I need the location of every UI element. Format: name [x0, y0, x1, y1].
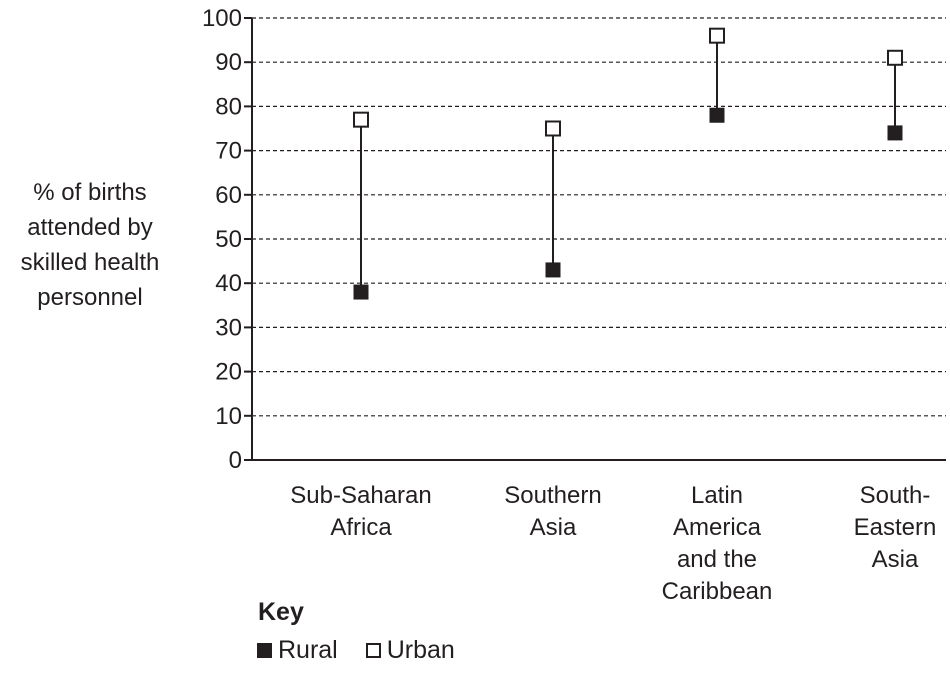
y-tick-label: 100 — [202, 5, 242, 32]
legend-item-rural: Rural — [257, 636, 338, 665]
legend: Rural Urban — [257, 636, 455, 665]
y-tick-label: 90 — [215, 49, 242, 76]
y-tick-label: 30 — [215, 314, 242, 341]
rural-point — [353, 284, 369, 300]
rural-point — [545, 262, 561, 278]
y-tick-label: 80 — [215, 93, 242, 120]
rural-point — [709, 107, 725, 123]
legend-title: Key — [258, 598, 304, 626]
y-tick-label: 50 — [215, 226, 242, 253]
urban-point — [545, 120, 561, 137]
open-square-icon — [365, 643, 381, 658]
y-tick-label: 0 — [229, 447, 242, 474]
filled-square-icon — [257, 643, 272, 658]
legend-label-urban: Urban — [386, 636, 455, 664]
x-tick-label: Latin America and the Caribbean — [662, 482, 773, 605]
legend-label-rural: Rural — [278, 636, 338, 664]
y-axis-label-line: skilled health — [20, 249, 160, 276]
legend-item-urban: Urban — [365, 636, 455, 665]
rural-point — [887, 125, 903, 141]
x-tick-label: South-Eastern Asia — [854, 482, 937, 573]
y-axis-label-line: attended by — [27, 214, 153, 241]
y-tick-label: 10 — [215, 403, 242, 430]
urban-point — [887, 49, 903, 66]
x-tick-label: Sub-Saharan Africa — [290, 482, 431, 541]
urban-point — [353, 111, 369, 128]
y-tick-label: 20 — [215, 359, 242, 386]
y-axis-label: % of births attended by skilled health p… — [0, 175, 180, 315]
y-tick-label: 60 — [215, 182, 242, 209]
x-tick-label: Southern Asia — [504, 482, 601, 541]
urban-point — [709, 27, 725, 44]
y-tick-label: 40 — [215, 270, 242, 297]
y-axis-label-line: personnel — [37, 284, 143, 311]
y-axis-label-line: % of births — [33, 179, 147, 206]
y-tick-label: 70 — [215, 138, 242, 165]
